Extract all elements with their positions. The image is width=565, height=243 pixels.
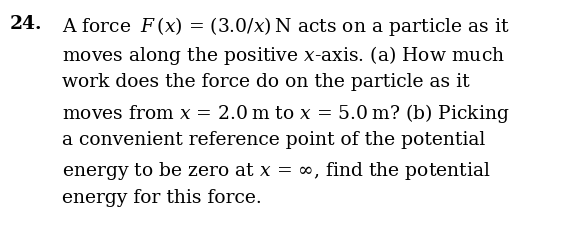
Text: moves from $x$ = 2.0 m to $x$ = 5.0 m? (b) Picking: moves from $x$ = 2.0 m to $x$ = 5.0 m? (…: [62, 102, 510, 125]
Text: energy for this force.: energy for this force.: [62, 189, 262, 207]
Text: A force  $F$ ($x$) = (3.0/$x$) N acts on a particle as it: A force $F$ ($x$) = (3.0/$x$) N acts on …: [62, 15, 510, 38]
Text: a convenient reference point of the potential: a convenient reference point of the pote…: [62, 131, 485, 149]
Text: 24.: 24.: [10, 15, 42, 33]
Text: work does the force do on the particle as it: work does the force do on the particle a…: [62, 73, 470, 91]
Text: moves along the positive $x$-axis. (a) How much: moves along the positive $x$-axis. (a) H…: [62, 44, 505, 67]
Text: energy to be zero at $x$ = $\infty$, find the potential: energy to be zero at $x$ = $\infty$, fin…: [62, 160, 491, 182]
